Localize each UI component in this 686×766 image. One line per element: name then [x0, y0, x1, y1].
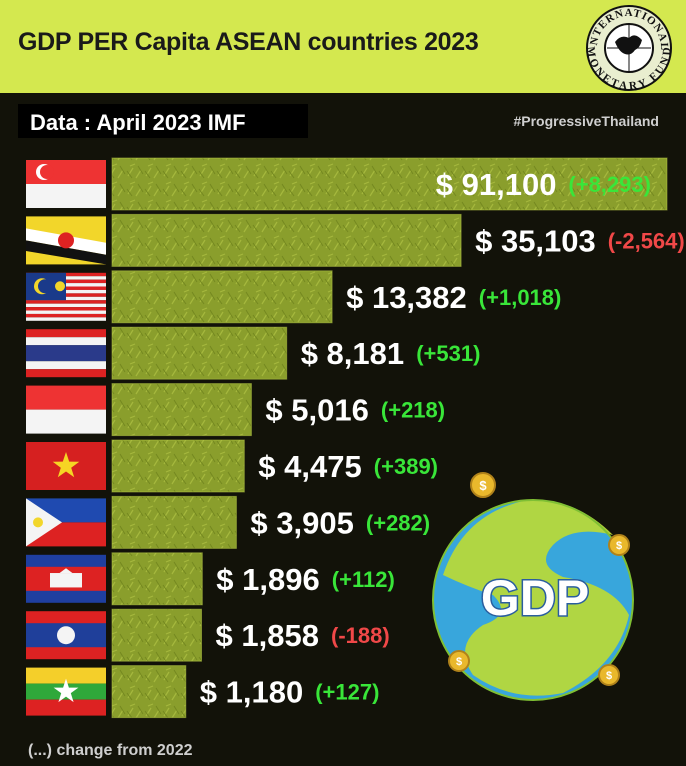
gdp-globe-illustration: GDP $ $ $ $	[432, 472, 634, 701]
change-label: (-188)	[331, 623, 390, 648]
change-label: (+389)	[374, 454, 438, 479]
change-label: (+1,018)	[479, 285, 562, 310]
value-label: $ 3,905	[250, 505, 353, 540]
flag-philippines	[26, 498, 106, 547]
bar-philippines	[112, 496, 237, 549]
header-banner: GDP PER Capita ASEAN countries 2023 INTE…	[0, 0, 686, 93]
flag-cambodia	[26, 554, 106, 603]
value-label: $ 35,103	[475, 223, 596, 258]
page-title: GDP PER Capita ASEAN countries 2023	[18, 28, 479, 56]
change-label: (-2,564)	[608, 228, 685, 253]
footnote: (...) change from 2022	[28, 742, 193, 759]
bar-myanmar	[112, 665, 186, 718]
bar-vietnam	[112, 440, 245, 492]
change-label: (+112)	[332, 567, 395, 592]
flag-indonesia	[26, 385, 106, 434]
change-label: (+531)	[416, 341, 480, 366]
bar-malaysia	[112, 270, 333, 323]
value-label: $ 4,475	[258, 449, 361, 484]
svg-text:$: $	[479, 478, 487, 493]
value-label: $ 1,180	[200, 675, 303, 710]
bar-cambodia	[112, 552, 203, 605]
flag-vietnam	[26, 442, 106, 490]
value-label: $ 8,181	[301, 336, 404, 371]
value-label: $ 13,382	[346, 280, 467, 315]
coin-icon: $	[598, 664, 620, 686]
svg-text:$: $	[456, 656, 462, 668]
bar-thailand	[112, 327, 287, 380]
bar-brunei	[112, 214, 462, 267]
coin-icon: $	[608, 534, 630, 556]
svg-text:$: $	[616, 540, 622, 552]
change-label: (+8,293)	[568, 172, 651, 197]
bar-laos	[112, 609, 202, 662]
bar-singapore	[112, 158, 667, 210]
value-label: $ 5,016	[265, 393, 368, 428]
value-label: $ 1,896	[216, 562, 319, 597]
flag-brunei	[26, 216, 106, 265]
flag-malaysia	[26, 272, 106, 321]
change-label: (+218)	[381, 398, 445, 423]
data-source-label: Data : April 2023 IMF	[18, 104, 308, 138]
imf-seal-logo: INTERNATIONAL MONETARY FUND	[585, 4, 672, 92]
flag-singapore	[26, 160, 106, 208]
hashtag-label: #ProgressiveThailand	[513, 113, 659, 129]
coin-icon: $	[470, 472, 496, 498]
value-label: $ 91,100	[436, 167, 557, 202]
change-label: (+127)	[315, 680, 379, 705]
flag-thailand	[26, 329, 106, 378]
flag-myanmar	[26, 667, 106, 716]
value-label: $ 1,858	[216, 618, 319, 653]
gdp-globe-label: GDP	[481, 570, 589, 626]
svg-text:$: $	[606, 670, 612, 682]
flag-laos	[26, 611, 106, 660]
bar-indonesia	[112, 383, 252, 436]
coin-icon: $	[448, 650, 470, 672]
change-label: (+282)	[366, 510, 430, 535]
